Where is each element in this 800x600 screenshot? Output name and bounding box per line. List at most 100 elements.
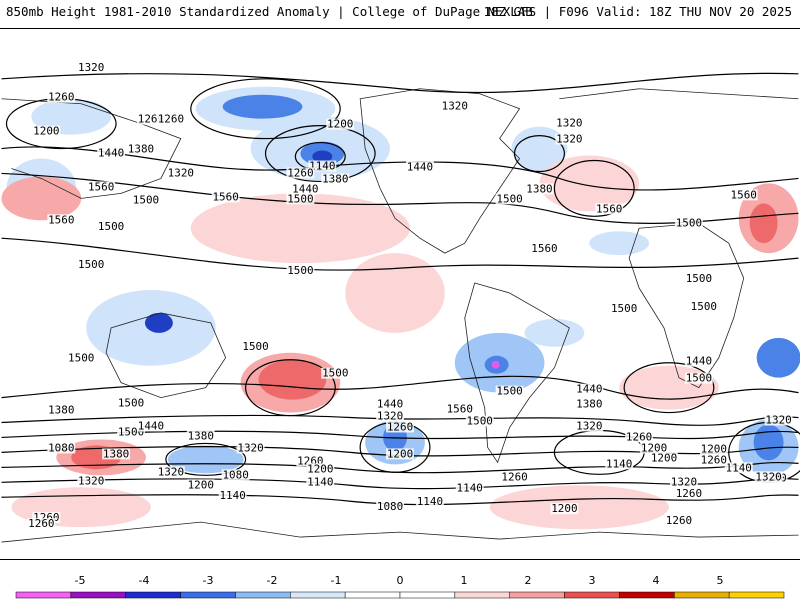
contour-label-bg — [455, 482, 484, 494]
contour-label-bg — [47, 442, 76, 454]
south-america-outline — [464, 282, 570, 464]
contour-label-bg — [47, 214, 76, 226]
contour-label: 1320 — [671, 475, 697, 488]
contour-label-bg — [166, 167, 195, 179]
contour-label: 1140 — [219, 489, 245, 502]
contour-label-bg — [32, 125, 61, 137]
contour-closed-high — [623, 362, 715, 414]
contour-label-bg — [156, 466, 185, 478]
anomaly-blue-s-indian — [756, 337, 800, 378]
contour-label: 1500 — [686, 272, 712, 285]
contour-label-bg — [729, 189, 758, 201]
color-scale-swatch — [619, 591, 675, 599]
contour-label: 1560 — [48, 213, 74, 226]
contour-label-bg — [156, 113, 185, 125]
color-scale-tick-label: 5 — [717, 574, 724, 587]
contour-label-bg — [625, 431, 654, 443]
contour-label: 1320 — [765, 414, 791, 427]
contour-label: 1140 — [457, 481, 483, 494]
contour-label: 1440 — [407, 160, 433, 173]
anomaly-red-npac-east — [345, 253, 445, 333]
contour-label-bg — [465, 415, 494, 427]
contour-line — [1, 461, 799, 474]
contour-label-bg — [610, 302, 639, 314]
contour-label: 1140 — [307, 475, 333, 488]
contour-label: 1440 — [98, 147, 124, 160]
color-scale-tick-label: 2 — [525, 574, 532, 587]
color-scale-bar: -5 -4 -3 -2 -1 0 1 2 3 4 5 — [15, 574, 785, 599]
contour-label: 1560 — [447, 403, 473, 416]
contour-label-bg — [415, 496, 444, 508]
contour-label: 1200 — [701, 442, 727, 455]
contour-closed-high — [553, 159, 635, 217]
contour-label-bg — [306, 463, 335, 475]
contour-label-bg — [286, 167, 315, 179]
contour-label: 1080 — [377, 500, 403, 513]
contour-label-bg — [669, 476, 698, 488]
australia-outline — [105, 312, 227, 399]
contour-label-bg — [699, 443, 728, 455]
contour-label: 1200 — [327, 118, 353, 131]
contour-label-bg — [575, 398, 604, 410]
contour-label-bg — [674, 488, 703, 500]
contour-label: 1500 — [467, 415, 493, 428]
coastlines — [1, 88, 799, 543]
contour-label-bg — [764, 414, 793, 426]
contour-label: 1260 — [701, 453, 727, 466]
anomaly-red-swpac-core — [258, 359, 327, 400]
color-scale-tick-label: 4 — [653, 574, 660, 587]
contour-label-bg — [321, 173, 350, 185]
contour-label: 1500 — [242, 340, 268, 353]
contour-label-bg — [47, 404, 76, 416]
contour-line — [1, 237, 799, 271]
contour-label: 1500 — [98, 220, 124, 233]
contour-label-bg — [555, 117, 584, 129]
contour-label-bg — [575, 383, 604, 395]
contour-label: 1200 — [33, 125, 59, 138]
contour-label: 1380 — [526, 182, 552, 195]
contour-label-bg — [236, 442, 265, 454]
contour-label: 1500 — [78, 258, 104, 271]
color-scale-swatch — [70, 591, 126, 599]
contour-closed-low — [513, 135, 565, 173]
contour-label: 1500 — [287, 264, 313, 277]
anomaly-blue-so-west — [167, 445, 244, 474]
contour-label: 1320 — [556, 133, 582, 146]
contour-label-bg — [550, 503, 579, 515]
contour-label: 1500 — [496, 192, 522, 205]
contour-label-bg — [684, 273, 713, 285]
contour-label: 1200 — [641, 441, 667, 454]
contour-label-bg — [640, 442, 668, 454]
contour-label: 1140 — [417, 495, 443, 508]
contour-label-bg — [575, 420, 604, 432]
anomaly-blue-natl — [511, 126, 568, 171]
contour-label-bg — [650, 452, 678, 464]
color-scale-tick-label: -2 — [267, 574, 278, 587]
contour-label-bg — [97, 147, 126, 159]
contour-label-bg — [665, 515, 693, 527]
color-scale-swatch — [454, 591, 510, 599]
contour-label-bg — [376, 398, 404, 410]
contour-label-bg — [386, 421, 414, 433]
contour-closed-low — [165, 442, 247, 476]
contour-label: 1140 — [726, 461, 752, 474]
contour-label: 1560 — [731, 188, 757, 201]
contour-label-bg — [495, 193, 524, 205]
contour-label: 1260 — [28, 517, 54, 530]
contour-label-bg — [321, 367, 350, 379]
color-scale-swatch — [509, 591, 565, 599]
contour-line — [1, 477, 799, 490]
contour-label-bg — [136, 420, 165, 432]
contour-line — [1, 375, 799, 400]
contour-label-bg — [67, 352, 96, 364]
color-scale-swatch — [235, 591, 291, 599]
contour-label-bg — [699, 454, 728, 466]
contour-label: 1080 — [48, 441, 74, 454]
contour-label: 1500 — [611, 302, 637, 315]
contour-line — [1, 172, 799, 224]
anomaly-blue-eurasia — [589, 231, 650, 256]
contour-label-bg — [218, 490, 247, 502]
contour-label: 1440 — [686, 355, 712, 368]
contour-label: 1140 — [309, 159, 335, 172]
